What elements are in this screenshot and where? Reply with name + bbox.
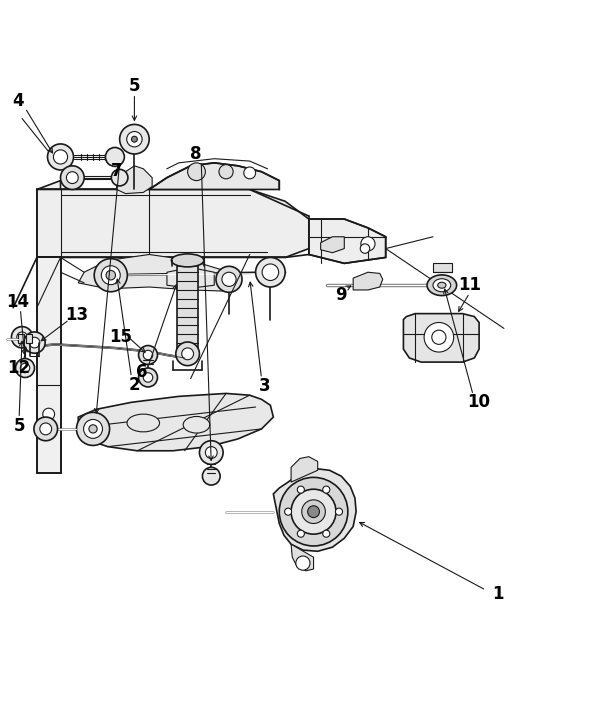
Circle shape	[424, 322, 454, 352]
Circle shape	[111, 170, 128, 186]
Circle shape	[11, 327, 33, 348]
Circle shape	[106, 148, 124, 166]
Polygon shape	[291, 544, 314, 571]
Text: 5: 5	[129, 77, 140, 95]
Circle shape	[203, 467, 220, 485]
Text: 8: 8	[189, 145, 201, 163]
Circle shape	[291, 489, 336, 534]
Circle shape	[219, 165, 233, 179]
Circle shape	[48, 144, 74, 170]
Polygon shape	[321, 236, 345, 253]
Circle shape	[84, 420, 103, 438]
Polygon shape	[18, 334, 24, 343]
Ellipse shape	[127, 414, 160, 432]
Polygon shape	[37, 258, 61, 474]
Circle shape	[297, 486, 304, 493]
Ellipse shape	[171, 254, 204, 267]
Circle shape	[15, 359, 34, 378]
Polygon shape	[291, 457, 318, 482]
Circle shape	[43, 408, 55, 420]
Polygon shape	[433, 263, 452, 272]
Circle shape	[360, 244, 369, 253]
Text: 15: 15	[109, 328, 132, 346]
Ellipse shape	[427, 275, 457, 295]
Circle shape	[222, 272, 236, 286]
Polygon shape	[309, 219, 386, 263]
Circle shape	[131, 136, 137, 142]
Circle shape	[61, 166, 84, 190]
Circle shape	[323, 530, 330, 537]
Text: 3: 3	[258, 377, 270, 395]
Text: 9: 9	[336, 285, 347, 304]
Polygon shape	[78, 393, 273, 451]
Polygon shape	[26, 334, 32, 343]
Text: 1: 1	[492, 586, 504, 604]
Polygon shape	[149, 163, 279, 190]
Circle shape	[102, 266, 120, 285]
Circle shape	[77, 413, 109, 445]
Polygon shape	[37, 180, 61, 263]
Circle shape	[67, 172, 78, 184]
Circle shape	[29, 337, 40, 348]
Text: 14: 14	[7, 293, 30, 311]
Text: 7: 7	[111, 162, 122, 180]
Polygon shape	[37, 190, 309, 258]
Polygon shape	[78, 254, 238, 291]
Circle shape	[17, 332, 27, 343]
Circle shape	[53, 150, 68, 164]
Circle shape	[206, 447, 217, 459]
Circle shape	[182, 348, 194, 360]
Circle shape	[188, 163, 206, 180]
Circle shape	[361, 236, 375, 251]
Text: 13: 13	[65, 306, 89, 324]
Circle shape	[143, 350, 153, 360]
Circle shape	[24, 332, 45, 354]
Text: 4: 4	[12, 92, 24, 110]
Text: 6: 6	[137, 363, 148, 381]
Text: 5: 5	[14, 417, 25, 435]
Circle shape	[176, 342, 200, 366]
Ellipse shape	[433, 279, 451, 292]
Text: 10: 10	[467, 393, 491, 411]
Circle shape	[200, 441, 223, 464]
Circle shape	[20, 364, 30, 373]
Circle shape	[94, 258, 127, 292]
Text: 12: 12	[8, 359, 31, 377]
Circle shape	[143, 373, 153, 382]
Ellipse shape	[183, 417, 210, 433]
Circle shape	[255, 258, 285, 287]
Circle shape	[296, 556, 310, 570]
Circle shape	[432, 330, 446, 344]
Circle shape	[34, 417, 58, 441]
Circle shape	[40, 423, 52, 435]
Circle shape	[138, 346, 157, 364]
Circle shape	[297, 530, 304, 537]
Circle shape	[119, 124, 149, 154]
Polygon shape	[273, 469, 356, 551]
Polygon shape	[167, 268, 214, 288]
Circle shape	[308, 506, 320, 518]
Circle shape	[262, 264, 279, 280]
Circle shape	[279, 477, 348, 546]
Polygon shape	[177, 266, 198, 349]
Circle shape	[216, 266, 242, 293]
Circle shape	[336, 508, 343, 515]
Circle shape	[138, 368, 157, 387]
Circle shape	[285, 508, 292, 515]
Circle shape	[127, 131, 142, 147]
Circle shape	[106, 271, 115, 280]
Ellipse shape	[438, 283, 446, 288]
Circle shape	[244, 167, 255, 179]
Text: 11: 11	[458, 276, 481, 294]
Circle shape	[323, 486, 330, 493]
Polygon shape	[353, 272, 383, 290]
Circle shape	[89, 425, 97, 433]
Text: 2: 2	[129, 376, 140, 393]
Polygon shape	[403, 314, 479, 362]
Polygon shape	[116, 166, 152, 194]
Circle shape	[302, 500, 326, 523]
